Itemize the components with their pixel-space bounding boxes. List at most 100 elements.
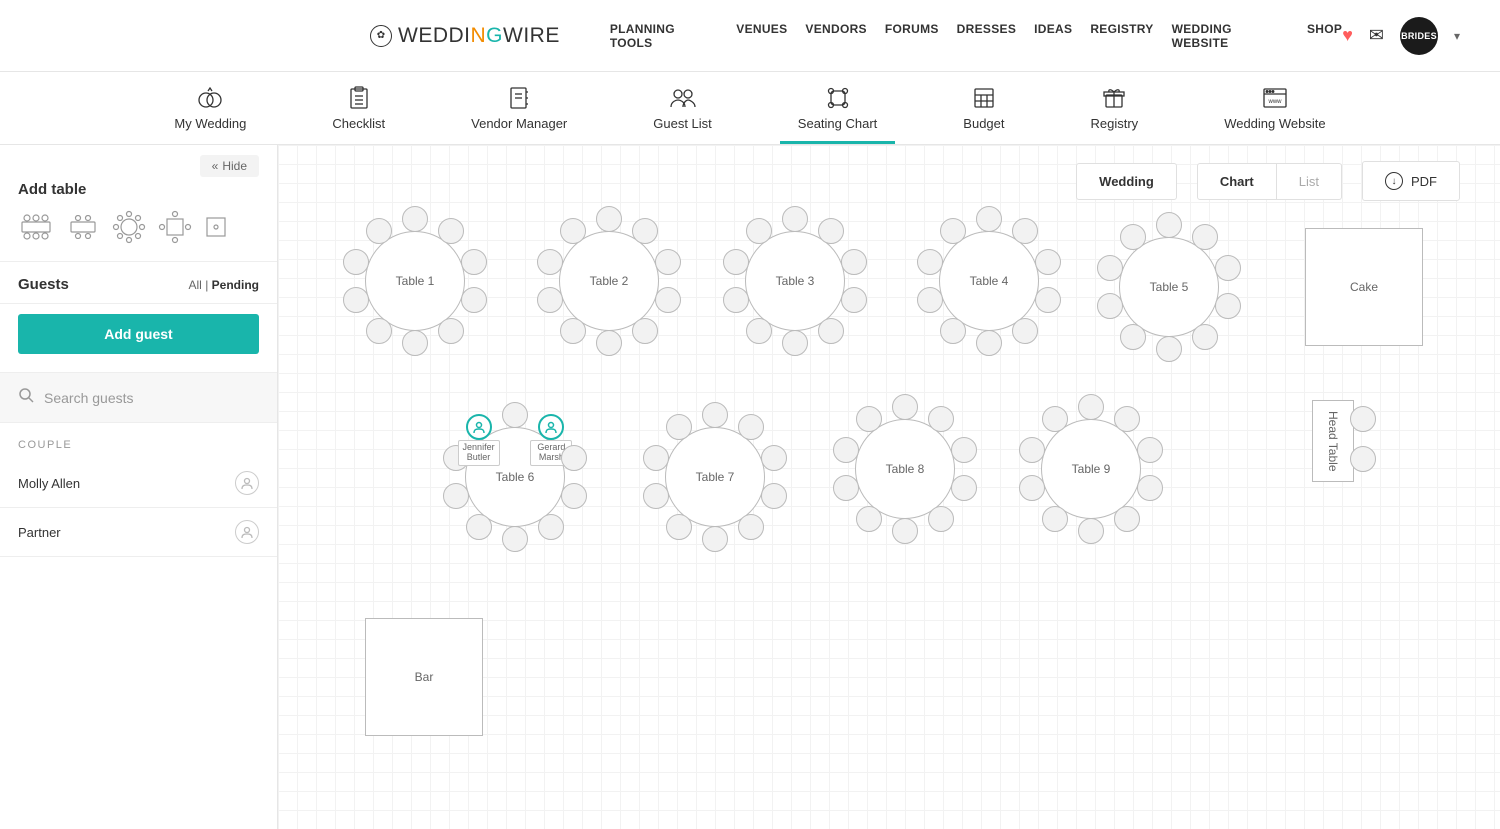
table-t6[interactable]: Table 6Gerard MarshJennifer Butler: [440, 402, 590, 552]
user-menu-chevron-icon[interactable]: ▾: [1454, 29, 1460, 43]
shape-rect-long[interactable]: [18, 213, 54, 246]
head-table[interactable]: Head Table: [1312, 400, 1354, 482]
seat-1[interactable]: [928, 406, 954, 432]
seat-8[interactable]: [343, 249, 369, 275]
table-t2[interactable]: Table 2: [534, 206, 684, 356]
seat-4[interactable]: [738, 514, 764, 540]
favorites-icon[interactable]: ♥: [1342, 25, 1353, 46]
seat-7[interactable]: [537, 287, 563, 313]
seat-6[interactable]: [1120, 324, 1146, 350]
seat-8[interactable]: [917, 249, 943, 275]
seat-1[interactable]: [1012, 218, 1038, 244]
element-bar[interactable]: Bar: [365, 618, 483, 736]
seat-5[interactable]: [782, 330, 808, 356]
shape-round-large[interactable]: [112, 210, 146, 249]
subnav-wedding-website[interactable]: wwwWedding Website: [1206, 72, 1343, 144]
seat-9[interactable]: [746, 218, 772, 244]
seat-4[interactable]: [818, 318, 844, 344]
seat-0[interactable]: [1156, 212, 1182, 238]
search-guests[interactable]: [0, 373, 277, 423]
seat-4[interactable]: [438, 318, 464, 344]
seat-7[interactable]: [917, 287, 943, 313]
seat-5[interactable]: [502, 526, 528, 552]
table-t9[interactable]: Table 9: [1016, 394, 1166, 544]
seat-2[interactable]: [841, 249, 867, 275]
seat-5[interactable]: [976, 330, 1002, 356]
element-cake[interactable]: Cake: [1305, 228, 1423, 346]
seat-4[interactable]: [538, 514, 564, 540]
seat-2[interactable]: [951, 437, 977, 463]
seat-2[interactable]: [561, 445, 587, 471]
topnav-planning-tools[interactable]: PLANNING TOOLS: [610, 22, 718, 50]
seat-6[interactable]: [666, 514, 692, 540]
topnav-shop[interactable]: SHOP: [1307, 22, 1342, 50]
seat-0[interactable]: [1078, 394, 1104, 420]
subnav-vendor-manager[interactable]: Vendor Manager: [453, 72, 585, 144]
seat-6[interactable]: [366, 318, 392, 344]
export-pdf-button[interactable]: ↓PDF: [1362, 161, 1460, 201]
couple-molly-allen[interactable]: Molly Allen: [0, 459, 277, 508]
seat-2[interactable]: [655, 249, 681, 275]
seat-8[interactable]: [643, 445, 669, 471]
seat-8[interactable]: [833, 437, 859, 463]
seat-0[interactable]: [502, 402, 528, 428]
table-t7[interactable]: Table 7: [640, 402, 790, 552]
seat-2[interactable]: [1215, 255, 1241, 281]
seat-6[interactable]: [1042, 506, 1068, 532]
seat-1[interactable]: [538, 414, 564, 440]
seat-3[interactable]: [761, 483, 787, 509]
seat-7[interactable]: [833, 475, 859, 501]
seat-2[interactable]: [1035, 249, 1061, 275]
seat-8[interactable]: [537, 249, 563, 275]
seat-1[interactable]: [438, 218, 464, 244]
seat-6[interactable]: [940, 318, 966, 344]
seat-7[interactable]: [1019, 475, 1045, 501]
seat-1[interactable]: [632, 218, 658, 244]
search-guests-input[interactable]: [44, 390, 259, 406]
seat-2[interactable]: [461, 249, 487, 275]
seat-8[interactable]: [723, 249, 749, 275]
subnav-seating-chart[interactable]: Seating Chart: [780, 72, 896, 144]
seat-4[interactable]: [928, 506, 954, 532]
seat-3[interactable]: [461, 287, 487, 313]
view-list-tab[interactable]: List: [1277, 163, 1342, 200]
seat-4[interactable]: [1114, 506, 1140, 532]
seat-1[interactable]: [1114, 406, 1140, 432]
logo[interactable]: ✿ WEDDINGWIRE: [370, 24, 560, 48]
hide-sidebar-button[interactable]: « Hide: [200, 155, 259, 177]
seat-5[interactable]: [1156, 336, 1182, 362]
event-select-wedding[interactable]: Wedding: [1076, 163, 1177, 200]
seat-1[interactable]: [738, 414, 764, 440]
topnav-wedding-website[interactable]: WEDDING WEBSITE: [1172, 22, 1289, 50]
seat-3[interactable]: [561, 483, 587, 509]
table-t3[interactable]: Table 3: [720, 206, 870, 356]
table-t4[interactable]: Table 4: [914, 206, 1064, 356]
seat-3[interactable]: [841, 287, 867, 313]
seat-9[interactable]: [856, 406, 882, 432]
seat-4[interactable]: [1012, 318, 1038, 344]
topnav-venues[interactable]: VENUES: [736, 22, 787, 50]
seat-8[interactable]: [1097, 255, 1123, 281]
seat-1[interactable]: [1192, 224, 1218, 250]
table-t8[interactable]: Table 8: [830, 394, 980, 544]
seat-9[interactable]: [1042, 406, 1068, 432]
seat-7[interactable]: [343, 287, 369, 313]
seat-7[interactable]: [723, 287, 749, 313]
subnav-guest-list[interactable]: Guest List: [635, 72, 730, 144]
topnav-forums[interactable]: FORUMS: [885, 22, 939, 50]
shape-square-plain[interactable]: [204, 215, 228, 244]
subnav-registry[interactable]: Registry: [1073, 72, 1157, 144]
seat-9[interactable]: [940, 218, 966, 244]
topnav-ideas[interactable]: IDEAS: [1034, 22, 1072, 50]
seat-5[interactable]: [892, 518, 918, 544]
table-t5[interactable]: Table 5: [1094, 212, 1244, 362]
seat-0[interactable]: [702, 402, 728, 428]
seat-9[interactable]: [560, 218, 586, 244]
subnav-budget[interactable]: Budget: [945, 72, 1022, 144]
table-t1[interactable]: Table 1: [340, 206, 490, 356]
seat-7[interactable]: [643, 483, 669, 509]
head-table-seat-0[interactable]: [1350, 406, 1376, 432]
seat-6[interactable]: [466, 514, 492, 540]
user-avatar[interactable]: BRIDES: [1400, 17, 1438, 55]
seat-2[interactable]: [761, 445, 787, 471]
